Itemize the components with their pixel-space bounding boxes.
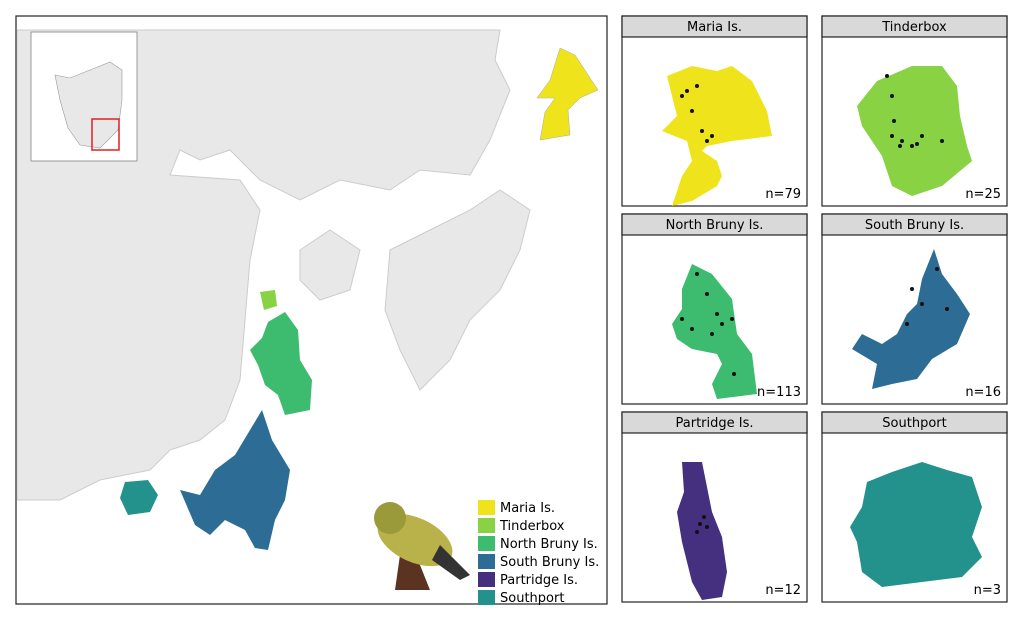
mainland — [16, 29, 511, 501]
sighting-dot — [898, 144, 902, 148]
panel-region — [677, 462, 727, 600]
sighting-dot — [732, 372, 736, 376]
panel: North Bruny Is. n=113 — [621, 213, 808, 405]
panel-region — [857, 66, 972, 196]
sighting-dot — [920, 302, 924, 306]
sighting-dot — [690, 327, 694, 331]
panel-title: Maria Is. — [687, 20, 742, 35]
legend-label: Southport — [500, 591, 564, 606]
legend-label: Maria Is. — [500, 501, 555, 516]
sighting-dot — [915, 142, 919, 146]
panel-count: n=16 — [965, 385, 1001, 400]
sighting-dot — [935, 267, 939, 271]
legend-label: Tinderbox — [499, 519, 565, 534]
sighting-dot — [730, 317, 734, 321]
panel-header — [821, 213, 1008, 236]
panel-count: n=25 — [965, 187, 1001, 202]
panel-title: Partridge Is. — [676, 416, 754, 431]
sighting-dot — [890, 134, 894, 138]
panel-region — [662, 66, 772, 206]
sighting-dot — [705, 292, 709, 296]
south-bruny — [180, 410, 290, 550]
sighting-dot — [892, 119, 896, 123]
panel: Southport n=3 — [821, 411, 1008, 603]
sighting-dot — [700, 129, 704, 133]
sighting-dot — [720, 322, 724, 326]
panel-title: Tinderbox — [881, 20, 947, 35]
sighting-dot — [690, 109, 694, 113]
main-map: Maria Is. Tinderbox North Bruny Is. South B… — [15, 15, 608, 606]
sighting-dot — [695, 530, 699, 534]
sighting-dot — [715, 312, 719, 316]
panel-title: Southport — [882, 416, 946, 431]
panel-count: n=12 — [765, 583, 801, 598]
panel-header — [821, 411, 1008, 434]
sighting-dot — [920, 134, 924, 138]
legend-swatch — [478, 590, 495, 605]
sighting-dot — [900, 139, 904, 143]
inset-highlight — [91, 118, 120, 151]
legend: Maria Is. Tinderbox North Bruny Is. South B… — [478, 500, 599, 606]
legend-label: North Bruny Is. — [500, 537, 598, 552]
southport — [120, 480, 158, 515]
sighting-dot — [940, 139, 944, 143]
bird-tail — [432, 545, 470, 580]
tinderbox — [260, 290, 277, 310]
sighting-dot — [685, 89, 689, 93]
panel-header — [621, 411, 808, 434]
panel-count: n=3 — [974, 583, 1001, 598]
sighting-dot — [910, 287, 914, 291]
sighting-dot — [702, 515, 706, 519]
sighting-dot — [905, 322, 909, 326]
sighting-dot — [680, 94, 684, 98]
sighting-dot — [945, 307, 949, 311]
sighting-dot — [710, 134, 714, 138]
sighting-dot — [890, 94, 894, 98]
maria-island — [536, 47, 599, 141]
legend-swatch — [478, 500, 495, 515]
panel-title: South Bruny Is. — [865, 218, 964, 233]
north-bruny — [250, 312, 312, 415]
legend-swatch — [478, 554, 495, 569]
bird-photo — [374, 502, 470, 590]
panel-region — [672, 264, 757, 399]
inset-map — [30, 31, 138, 162]
panel: Partridge Is. n=12 — [621, 411, 808, 603]
sighting-dot — [695, 272, 699, 276]
bird-head — [374, 502, 406, 534]
panel-title: North Bruny Is. — [666, 218, 764, 233]
sighting-dot — [910, 144, 914, 148]
panel: Maria Is. n=79 — [621, 15, 808, 207]
panel-header — [621, 213, 808, 236]
sighting-dot — [698, 522, 702, 526]
legend-swatch — [478, 536, 495, 551]
legend-swatch — [478, 518, 495, 533]
land — [299, 229, 361, 301]
panel-count: n=79 — [765, 187, 801, 202]
sighting-dot — [885, 74, 889, 78]
panel: South Bruny Is. n=16 — [821, 213, 1008, 405]
panel-region — [852, 249, 970, 389]
panel-header — [621, 15, 808, 38]
panel: Tinderbox n=25 — [821, 15, 1008, 207]
panels: Maria Is. n=79 Tinderbox n=25 North Bruny Is… — [621, 15, 1008, 603]
panel-count: n=113 — [757, 385, 801, 400]
legend-label: South Bruny Is. — [500, 555, 599, 570]
sighting-dot — [710, 332, 714, 336]
panel-header — [821, 15, 1008, 38]
sighting-dot — [705, 525, 709, 529]
legend-label: Partridge Is. — [500, 573, 578, 588]
legend-swatch — [478, 572, 495, 587]
peninsula — [384, 189, 531, 391]
panel-region — [850, 462, 982, 587]
sighting-dot — [695, 84, 699, 88]
sighting-dot — [705, 139, 709, 143]
tasmania — [54, 61, 123, 149]
sighting-dot — [680, 317, 684, 321]
